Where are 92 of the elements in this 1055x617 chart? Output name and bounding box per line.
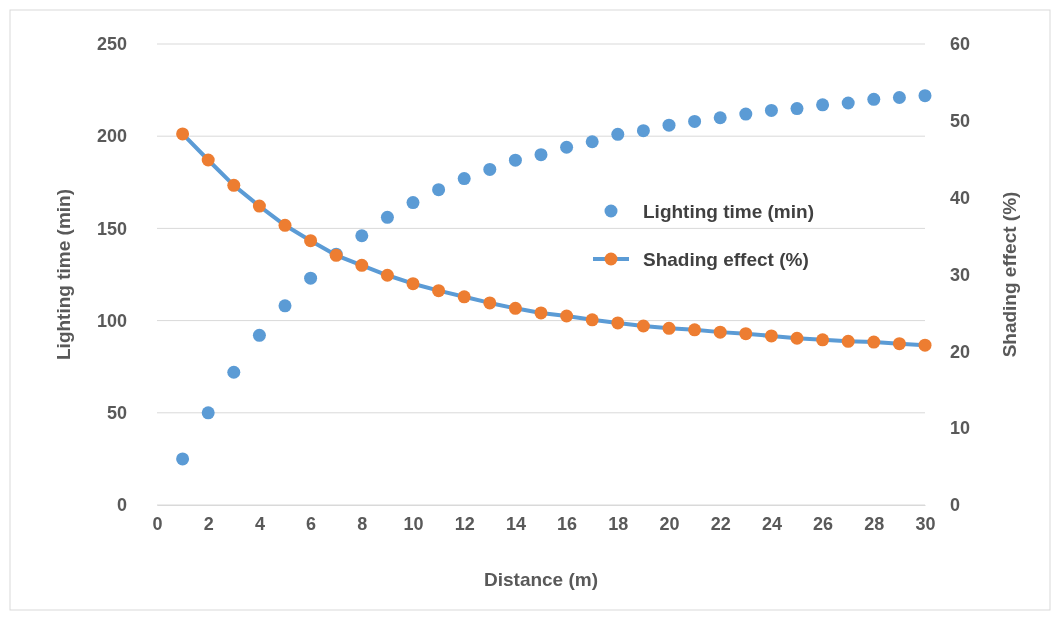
y2-tick-label: 30 bbox=[950, 264, 971, 285]
x-tick-label: 2 bbox=[203, 513, 214, 534]
x-tick-label: 6 bbox=[306, 513, 317, 534]
point bbox=[355, 258, 369, 272]
point bbox=[662, 321, 676, 335]
x-tick-label: 28 bbox=[864, 513, 885, 534]
point bbox=[432, 284, 446, 298]
point bbox=[636, 124, 650, 138]
point bbox=[406, 277, 420, 291]
point bbox=[380, 210, 394, 224]
point bbox=[688, 323, 702, 337]
point bbox=[483, 162, 497, 176]
point bbox=[304, 234, 318, 248]
y2-tick-label: 50 bbox=[950, 111, 971, 132]
point bbox=[611, 316, 625, 330]
point bbox=[406, 196, 420, 210]
x-tick-label: 14 bbox=[505, 513, 526, 534]
y-axis-title: Lighting time (min) bbox=[53, 189, 74, 360]
point bbox=[304, 271, 318, 285]
point bbox=[816, 98, 830, 112]
legend-label: Shading effect (%) bbox=[643, 249, 809, 270]
x-tick-label: 24 bbox=[761, 513, 782, 534]
x-tick-label: 22 bbox=[710, 513, 731, 534]
y-tick-label: 150 bbox=[96, 218, 127, 239]
point bbox=[176, 452, 190, 466]
y-tick-label: 50 bbox=[106, 403, 127, 424]
x-tick-label: 8 bbox=[357, 513, 368, 534]
point bbox=[508, 153, 522, 167]
point bbox=[790, 102, 804, 116]
point bbox=[355, 229, 369, 243]
point bbox=[713, 111, 727, 125]
point bbox=[662, 118, 676, 132]
point bbox=[432, 183, 446, 197]
point bbox=[867, 92, 881, 106]
point bbox=[380, 268, 394, 282]
point bbox=[892, 90, 906, 104]
y2-tick-label: 0 bbox=[950, 495, 961, 516]
point bbox=[278, 218, 292, 232]
point bbox=[764, 103, 778, 117]
point bbox=[534, 148, 548, 162]
point bbox=[790, 331, 804, 345]
point bbox=[176, 127, 190, 141]
point bbox=[841, 96, 855, 110]
point bbox=[841, 334, 855, 348]
point bbox=[688, 114, 702, 128]
x-tick-label: 20 bbox=[659, 513, 680, 534]
legend-label: Lighting time (min) bbox=[643, 201, 814, 222]
y2-tick-label: 10 bbox=[950, 418, 971, 439]
y2-tick-label: 40 bbox=[950, 187, 971, 208]
point bbox=[534, 306, 548, 320]
point bbox=[457, 172, 471, 186]
point bbox=[636, 319, 650, 333]
point bbox=[278, 299, 292, 313]
point bbox=[585, 313, 599, 327]
point bbox=[892, 337, 906, 351]
point bbox=[867, 335, 881, 349]
x-tick-label: 30 bbox=[915, 513, 936, 534]
point bbox=[764, 329, 778, 343]
point bbox=[918, 89, 932, 103]
point bbox=[252, 199, 266, 213]
point bbox=[201, 153, 215, 167]
x-tick-label: 18 bbox=[608, 513, 629, 534]
point bbox=[918, 338, 932, 352]
x-tick-label: 4 bbox=[254, 513, 265, 534]
point bbox=[457, 290, 471, 304]
point bbox=[739, 107, 753, 121]
y2-axis-title: Shading effect (%) bbox=[999, 191, 1020, 358]
y-tick-label: 100 bbox=[96, 310, 127, 331]
point bbox=[560, 140, 574, 154]
point bbox=[585, 135, 599, 149]
x-tick-label: 12 bbox=[454, 513, 475, 534]
point bbox=[483, 296, 497, 310]
x-tick-label: 16 bbox=[557, 513, 578, 534]
point bbox=[611, 127, 625, 141]
x-tick-label: 10 bbox=[403, 513, 424, 534]
point bbox=[713, 325, 727, 339]
y2-tick-label: 60 bbox=[950, 34, 971, 55]
point bbox=[739, 327, 753, 341]
point bbox=[252, 328, 266, 342]
x-tick-label: 26 bbox=[813, 513, 834, 534]
point bbox=[227, 178, 241, 192]
point bbox=[201, 406, 215, 420]
y-tick-label: 200 bbox=[96, 126, 127, 147]
y-tick-label: 250 bbox=[96, 34, 127, 55]
point bbox=[508, 301, 522, 315]
x-axis-title: Distance (m) bbox=[483, 569, 599, 590]
point bbox=[560, 309, 574, 323]
point bbox=[816, 333, 830, 347]
x-tick-label: 0 bbox=[152, 513, 163, 534]
y2-tick-label: 20 bbox=[950, 341, 971, 362]
point bbox=[227, 365, 241, 379]
y-tick-label: 0 bbox=[116, 495, 127, 516]
